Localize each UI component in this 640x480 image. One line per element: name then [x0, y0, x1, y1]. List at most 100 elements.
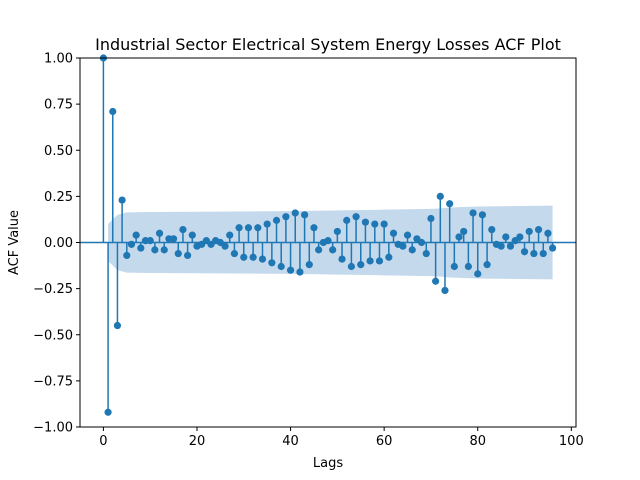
acf-point — [184, 251, 192, 260]
acf-point — [380, 220, 388, 228]
acf-point — [113, 321, 122, 330]
y-axis-label: ACF Value — [7, 210, 22, 275]
acf-point — [226, 231, 234, 239]
x-ticks: 0 20 40 60 80 100 — [99, 427, 584, 449]
acf-point — [408, 246, 416, 254]
x-tick-label: 100 — [559, 434, 584, 449]
y-tick-label: 0.25 — [44, 190, 73, 205]
acf-point — [455, 233, 463, 241]
acf-point — [169, 235, 178, 243]
acf-point — [118, 196, 126, 204]
acf-point — [520, 248, 529, 256]
acf-point — [446, 200, 454, 208]
acf-point — [333, 227, 341, 236]
x-tick-label: 80 — [469, 434, 486, 449]
acf-point — [483, 261, 491, 269]
acf-point — [221, 242, 229, 250]
y-tick-label: −0.50 — [33, 328, 73, 343]
acf-point — [534, 225, 543, 234]
acf-point — [343, 216, 351, 224]
acf-point — [427, 214, 435, 223]
y-tick-label: 0.00 — [44, 236, 73, 251]
acf-point — [361, 218, 370, 226]
acf-point — [549, 244, 557, 252]
acf-point — [263, 220, 271, 228]
y-tick-label: −0.25 — [33, 282, 73, 297]
acf-point — [516, 233, 524, 241]
acf-point — [417, 238, 426, 247]
x-tick-label: 60 — [376, 434, 393, 449]
acf-point — [155, 229, 164, 237]
y-ticks: −1.00 −0.75 −0.50 −0.25 0.00 0.25 0.50 0.75 1.00 — [33, 52, 80, 436]
acf-point — [441, 286, 449, 295]
acf-point — [436, 192, 444, 200]
y-tick-label: 0.75 — [44, 98, 73, 113]
acf-point — [399, 242, 407, 250]
acf-point — [268, 259, 276, 267]
acf-point — [497, 242, 505, 250]
acf-point — [357, 261, 365, 269]
acf-point — [422, 249, 430, 258]
acf-point — [254, 224, 262, 232]
acf-point — [469, 209, 477, 217]
acf-point — [329, 246, 337, 254]
acf-point — [109, 107, 117, 116]
acf-point — [123, 251, 131, 260]
x-tick-label: 0 — [99, 434, 107, 449]
acf-point — [432, 277, 440, 285]
acf-point — [530, 249, 538, 258]
acf-point — [272, 216, 281, 224]
acf-point — [488, 225, 496, 234]
acf-point — [240, 253, 248, 261]
acf-point — [310, 224, 318, 232]
acf-point — [244, 224, 253, 232]
acf-point — [296, 268, 304, 276]
acf-point — [301, 211, 309, 219]
acf-point — [544, 229, 552, 237]
acf-point — [324, 237, 332, 245]
acf-point — [375, 257, 384, 265]
acf-point — [539, 249, 547, 258]
acf-point — [389, 229, 398, 237]
acf-point — [305, 261, 313, 269]
acf-point — [282, 213, 290, 221]
acf-point — [478, 211, 487, 219]
acf-point — [235, 224, 243, 232]
y-tick-label: −0.75 — [33, 374, 73, 389]
acf-point — [174, 249, 182, 258]
y-tick-label: −1.00 — [33, 421, 73, 436]
acf-point — [230, 249, 239, 258]
acf-point — [249, 253, 257, 261]
acf-point — [160, 246, 168, 254]
acf-point — [460, 227, 468, 236]
acf-point — [291, 209, 299, 217]
acf-point — [366, 257, 374, 265]
acf-point — [137, 244, 145, 252]
acf-point — [371, 220, 379, 228]
acf-point — [258, 255, 267, 263]
acf-point — [403, 231, 412, 239]
acf-point — [132, 231, 140, 239]
acf-point — [151, 246, 159, 254]
acf-point — [315, 246, 323, 254]
x-tick-label: 40 — [282, 434, 299, 449]
acf-point — [347, 262, 355, 271]
x-tick-label: 20 — [189, 434, 206, 449]
acf-point — [286, 266, 295, 274]
y-tick-label: 1.00 — [44, 52, 73, 67]
acf-point — [506, 242, 515, 250]
acf-point — [385, 253, 393, 261]
acf-point — [179, 225, 187, 234]
acf-point — [502, 233, 510, 241]
acf-point — [104, 408, 112, 416]
acf-point — [474, 270, 482, 278]
acf-point — [127, 240, 136, 248]
acf-point — [188, 231, 196, 239]
acf-point — [146, 237, 154, 245]
y-tick-label: 0.50 — [44, 144, 73, 159]
acf-point — [338, 255, 346, 263]
x-axis-label: Lags — [313, 456, 343, 471]
acf-point — [464, 262, 472, 271]
chart-title: Industrial Sector Electrical System Ener… — [95, 35, 561, 54]
